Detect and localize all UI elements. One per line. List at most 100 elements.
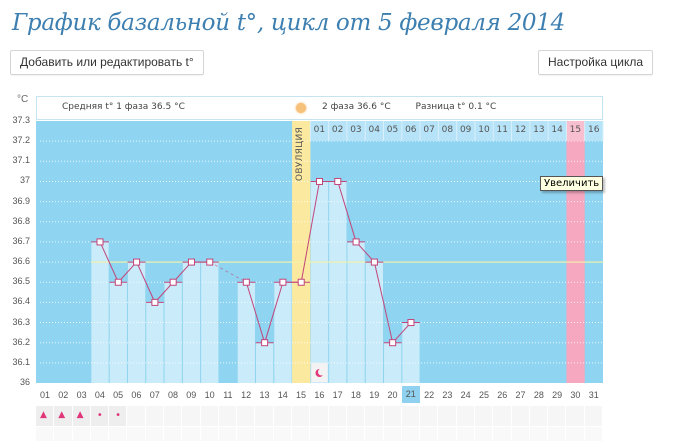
calendar-cell[interactable]	[91, 427, 110, 441]
calendar-cell[interactable]	[201, 406, 219, 426]
calendar-cell[interactable]	[274, 427, 293, 441]
x-tick-label[interactable]: 15	[296, 390, 307, 400]
x-tick-label[interactable]: 20	[387, 390, 398, 400]
x-tick-label[interactable]: 02	[58, 390, 69, 400]
calendar-cell[interactable]	[219, 427, 238, 441]
calendar-cell[interactable]	[72, 406, 91, 426]
calendar-cell[interactable]	[146, 406, 165, 426]
calendar-cell[interactable]	[310, 427, 329, 441]
calendar-cell[interactable]	[73, 427, 91, 441]
calendar-cell[interactable]	[548, 427, 567, 441]
calendar-cell[interactable]	[530, 406, 549, 426]
temperature-point[interactable]	[96, 238, 104, 246]
calendar-cell[interactable]	[255, 427, 274, 441]
x-tick-label[interactable]: 03	[76, 390, 87, 400]
calendar-cell[interactable]	[347, 427, 366, 441]
x-tick-label[interactable]: 10	[204, 390, 215, 400]
calendar-cell[interactable]	[457, 406, 475, 426]
calendar-cell[interactable]	[127, 406, 146, 426]
calendar-cell[interactable]	[548, 406, 567, 426]
calendar-cell[interactable]	[109, 406, 128, 426]
menstruation-row[interactable]: ▲ ▲ ▲ • •	[36, 406, 603, 426]
calendar-cell[interactable]	[530, 427, 549, 441]
calendar-cell[interactable]	[457, 427, 475, 441]
calendar-cell[interactable]	[384, 406, 402, 426]
x-tick-label[interactable]: 19	[369, 390, 380, 400]
calendar-cell[interactable]	[54, 427, 73, 441]
calendar-cell[interactable]	[420, 406, 439, 426]
cycle-settings-button[interactable]: Настройка цикла	[538, 50, 654, 75]
x-tick-label[interactable]: 22	[424, 390, 435, 400]
temperature-point[interactable]	[279, 278, 287, 286]
temperature-point[interactable]	[242, 278, 250, 286]
x-tick-label[interactable]: 27	[515, 390, 526, 400]
x-tick-label[interactable]: 16	[314, 390, 325, 400]
calendar-cell[interactable]	[420, 427, 439, 441]
x-tick-label[interactable]: 28	[533, 390, 544, 400]
x-tick-label[interactable]: 08	[168, 390, 179, 400]
temperature-point[interactable]	[151, 298, 159, 306]
calendar-cell[interactable]	[365, 427, 384, 441]
bbt-chart[interactable]: °C 37.3 37.2 37.1 37 36.9 36.8 36.7 36.6 36.5 36.…	[0, 90, 680, 441]
calendar-cell[interactable]	[292, 427, 311, 441]
calendar-cell[interactable]	[201, 427, 219, 441]
calendar-cell[interactable]	[274, 406, 293, 426]
calendar-cell[interactable]	[90, 406, 110, 426]
x-tick-label[interactable]: 25	[478, 390, 489, 400]
plot-area[interactable]	[0, 90, 680, 439]
calendar-cell[interactable]	[402, 406, 421, 426]
calendar-cell[interactable]	[164, 406, 183, 426]
x-tick-label[interactable]: 07	[149, 390, 160, 400]
x-tick-label[interactable]: 01	[39, 390, 50, 400]
x-tick-label[interactable]: 13	[259, 390, 270, 400]
calendar-cell[interactable]	[164, 427, 183, 441]
temperature-point[interactable]	[316, 177, 323, 185]
temperature-point[interactable]	[352, 238, 360, 246]
calendar-cell[interactable]	[36, 427, 55, 441]
temperature-point[interactable]	[370, 258, 378, 266]
notes-row[interactable]	[36, 427, 603, 441]
calendar-cell[interactable]	[585, 406, 603, 426]
calendar-cell[interactable]	[365, 406, 384, 426]
x-tick-label[interactable]: 11	[223, 390, 233, 400]
x-tick-label[interactable]: 21	[401, 386, 420, 403]
temperature-point[interactable]	[114, 278, 122, 286]
x-tick-label[interactable]: 29	[552, 390, 563, 400]
x-tick-label[interactable]: 06	[131, 390, 142, 400]
calendar-cell[interactable]	[292, 406, 311, 426]
calendar-cell[interactable]	[402, 427, 421, 441]
x-tick-label[interactable]: 04	[94, 390, 105, 400]
calendar-cell[interactable]	[54, 406, 73, 426]
calendar-cell[interactable]	[566, 427, 585, 441]
temperature-point[interactable]	[407, 319, 415, 327]
calendar-cell[interactable]	[438, 406, 457, 426]
temperature-point[interactable]	[133, 258, 141, 266]
temperature-point[interactable]	[297, 278, 305, 286]
x-tick-label[interactable]: 05	[113, 390, 124, 400]
calendar-cell[interactable]	[109, 427, 128, 441]
calendar-cell[interactable]	[512, 406, 530, 426]
x-tick-label[interactable]: 12	[241, 390, 252, 400]
calendar-cell[interactable]	[566, 406, 585, 426]
calendar-cell[interactable]	[512, 427, 530, 441]
x-tick-label[interactable]: 31	[588, 390, 599, 400]
x-tick-label[interactable]: 26	[497, 390, 508, 400]
calendar-cell[interactable]	[310, 406, 329, 426]
calendar-cell[interactable]	[347, 406, 366, 426]
add-temperature-button[interactable]: Добавить или редактировать t°	[10, 50, 204, 75]
calendar-cell[interactable]	[237, 406, 256, 426]
x-tick-label[interactable]: 30	[570, 390, 581, 400]
calendar-cell[interactable]	[475, 406, 494, 426]
temperature-point[interactable]	[169, 278, 177, 286]
calendar-cell[interactable]	[475, 427, 494, 441]
temperature-point[interactable]	[389, 339, 397, 347]
x-tick-label[interactable]: 17	[332, 390, 343, 400]
temperature-point[interactable]	[334, 177, 342, 185]
calendar-cell[interactable]	[438, 427, 457, 441]
calendar-cell[interactable]	[493, 427, 512, 441]
calendar-cell[interactable]	[493, 406, 512, 426]
calendar-cell[interactable]	[182, 406, 201, 426]
calendar-cell[interactable]	[219, 406, 238, 426]
temperature-point[interactable]	[261, 339, 269, 347]
calendar-cell[interactable]	[36, 406, 55, 426]
